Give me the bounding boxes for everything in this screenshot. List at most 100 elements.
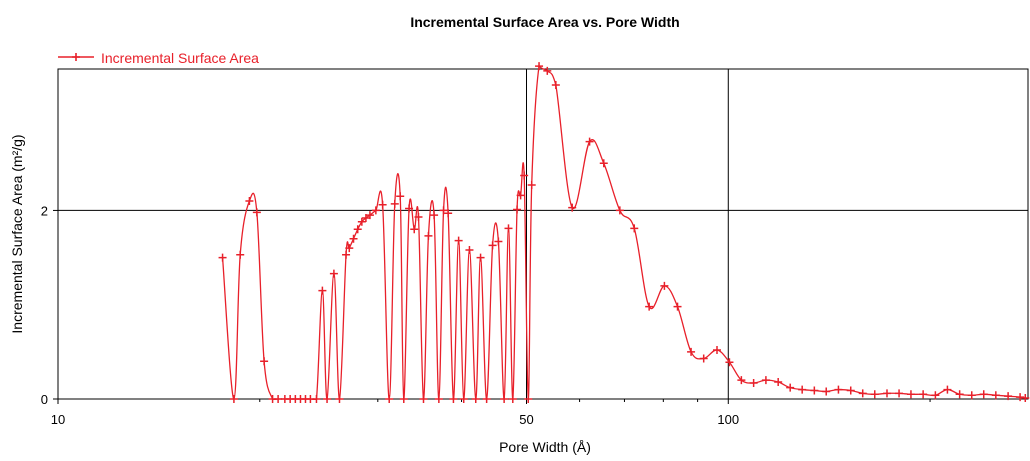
data-point-marker (822, 387, 831, 396)
data-point-marker (943, 385, 952, 394)
data-point-marker (349, 234, 358, 243)
data-point-marker (919, 390, 928, 399)
data-point-marker (414, 213, 423, 222)
data-point-marker (459, 395, 468, 403)
data-point-marker (371, 206, 380, 215)
data-point-marker (378, 200, 387, 209)
data-point-marker (1021, 394, 1030, 403)
data-point-marker (405, 204, 414, 213)
data-point-marker (543, 66, 552, 75)
data-point-marker (931, 391, 940, 400)
data-point-marker (329, 269, 338, 278)
data-point-marker (535, 62, 544, 71)
data-point-marker (434, 395, 443, 403)
data-point-marker (353, 225, 362, 234)
data-point-marker (713, 345, 722, 354)
data-point-marker (882, 389, 891, 398)
data-point-marker (870, 390, 879, 399)
data-point-marker (385, 395, 394, 403)
grid (58, 69, 1028, 399)
data-point-marker (424, 231, 433, 240)
data-point-marker (1004, 392, 1013, 401)
data-point-marker (335, 395, 344, 403)
data-point-marker (312, 395, 321, 403)
data-point-marker (323, 395, 332, 403)
data-point-marker (774, 378, 783, 387)
data-point-marker (342, 250, 351, 259)
data-point-marker (508, 395, 517, 403)
data-point-marker (252, 208, 261, 217)
data-point-marker (906, 390, 915, 399)
data-point-marker (895, 389, 904, 398)
data-point-marker (439, 206, 448, 215)
data-point-marker (615, 206, 624, 215)
legend: Incremental Surface Area (58, 50, 259, 66)
data-point-marker (568, 203, 577, 212)
data-point-marker (991, 391, 1000, 400)
data-point-marker (430, 211, 439, 220)
data-point-marker (504, 224, 513, 233)
x-tick-label: 100 (717, 412, 739, 427)
data-point-marker (357, 217, 366, 226)
data-point-marker (471, 395, 480, 403)
data-point-marker (229, 395, 238, 403)
data-point-marker (260, 357, 269, 366)
data-point-marker (810, 386, 819, 395)
data-point-marker (527, 180, 536, 189)
data-point-marker (660, 281, 669, 290)
axis-ticks: 10 50 100 0 2 (41, 203, 931, 427)
data-point-marker (419, 395, 428, 403)
data-point-marker (955, 390, 964, 399)
data-point-marker (513, 205, 522, 214)
data-point-marker (390, 199, 399, 208)
plot-area (57, 68, 1029, 400)
series-layer (218, 62, 1030, 403)
series-line (221, 64, 1026, 401)
data-point-marker (500, 395, 509, 403)
data-point-marker (858, 389, 867, 398)
data-point-marker (737, 376, 746, 385)
data-point-marker (520, 171, 529, 180)
data-point-marker (365, 211, 374, 220)
data-point-marker (399, 395, 408, 403)
data-point-marker (967, 391, 976, 400)
data-point-marker (410, 225, 419, 234)
data-point-marker (318, 286, 327, 295)
data-point-marker (494, 237, 503, 246)
data-point-marker (798, 385, 807, 394)
data-point-marker (449, 395, 458, 403)
chart-title: Incremental Surface Area vs. Pore Width (410, 14, 679, 30)
data-point-marker (488, 241, 497, 250)
data-point-marker (846, 386, 855, 395)
data-point-marker (361, 213, 370, 222)
data-point-marker (245, 197, 254, 205)
data-point-marker (345, 244, 354, 253)
data-point-marker (630, 224, 639, 233)
data-point-marker (761, 376, 770, 385)
y-tick-label: 0 (41, 392, 48, 407)
data-point-marker (725, 358, 734, 367)
data-point-marker (834, 385, 843, 394)
data-point-marker (396, 192, 405, 201)
data-point-marker (699, 354, 708, 363)
data-point-marker (218, 253, 227, 262)
data-point-marker (786, 383, 795, 392)
data-point-marker (236, 250, 245, 259)
data-point-marker (476, 253, 485, 262)
legend-marker (72, 53, 80, 61)
data-point-marker (482, 395, 491, 403)
legend-label: Incremental Surface Area (101, 50, 259, 66)
data-point-marker (454, 236, 463, 245)
data-point-marker (673, 302, 682, 311)
x-axis-label: Pore Width (Å) (499, 439, 591, 455)
data-point-marker (551, 81, 560, 90)
y-axis-label: Incremental Surface Area (m²/g) (9, 134, 25, 333)
data-point-marker (465, 246, 474, 255)
data-point-marker (599, 159, 608, 168)
y-tick-label: 2 (41, 203, 48, 218)
data-point-marker (749, 378, 758, 387)
x-tick-label: 10 (51, 412, 65, 427)
data-point-marker (645, 302, 654, 311)
data-point-marker (979, 390, 988, 399)
